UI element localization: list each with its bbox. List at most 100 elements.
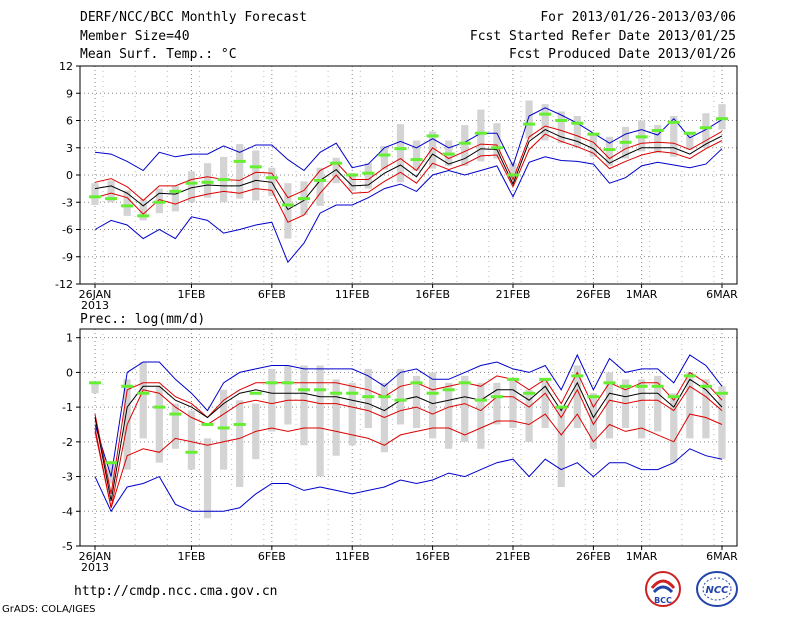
- precipitation-observed-marker: [105, 461, 118, 465]
- temperature-observed-marker: [474, 131, 487, 135]
- temperature-ytick-label: 6: [66, 115, 73, 128]
- precipitation-observed-marker: [217, 426, 230, 430]
- temperature-observed-marker: [699, 126, 712, 130]
- temperature-xtick-label: 6FEB: [258, 288, 286, 301]
- temperature-observed-marker: [185, 181, 198, 185]
- precipitation-observed-marker: [506, 377, 520, 381]
- temperature-xtick-label: 6MAR: [706, 288, 738, 301]
- precipitation-observed-marker: [233, 422, 246, 426]
- temperature-spread-box: [525, 100, 533, 139]
- temperature-xtick-label: 11FEB: [335, 288, 370, 301]
- temperature-year-label: 2013: [81, 299, 109, 312]
- temperature-observed-marker: [217, 178, 230, 182]
- precipitation-spread-box: [589, 393, 598, 449]
- precipitation-spread-box: [670, 393, 678, 463]
- precipitation-plot-frame: [79, 328, 738, 547]
- precipitation-spread-box: [428, 372, 437, 439]
- temperature-spread-box: [171, 185, 180, 212]
- temperature-observed-marker: [571, 121, 584, 125]
- precipitation-observed-marker: [281, 381, 294, 385]
- precipitation-spread-box: [509, 379, 517, 428]
- grads-credit: GrADS: COLA/IGES: [2, 604, 96, 615]
- precipitation-spread-box: [364, 368, 372, 428]
- precipitation-observed-marker: [667, 395, 680, 399]
- temperature-xtick-label: 26JAN: [79, 288, 112, 301]
- precipitation-spread-box: [461, 375, 469, 442]
- precipitation-observed-marker: [330, 391, 343, 395]
- precipitation-spread-box: [107, 462, 115, 484]
- precipitation-ytick-label: -2: [62, 436, 73, 449]
- temperature-spread-box: [364, 163, 372, 189]
- temperature-spread-box: [107, 180, 115, 203]
- ncc-logo-icon: NCC: [696, 571, 738, 607]
- temperature-spread-box: [396, 124, 405, 183]
- precipitation-observed-marker: [346, 391, 359, 395]
- temperature-panel: -12 -9 -6 -3 0 3 6 9 12 26JAN 1FEB 6FEB 11FEB 16FEB 21…: [55, 60, 738, 312]
- temperature-xtick-label: 16FEB: [415, 288, 450, 301]
- precipitation-spread-box: [155, 386, 163, 463]
- temperature-observed-marker: [683, 131, 696, 135]
- precipitation-spread-box: [219, 389, 228, 470]
- temperature-observed-marker: [314, 178, 327, 182]
- precipitation-spread-box: [396, 368, 405, 425]
- precipitation-xtick-label: 21FEB: [496, 550, 531, 563]
- precipitation-ytick-label: -4: [62, 505, 73, 518]
- precipitation-observed-marker: [539, 377, 552, 381]
- temperature-spread-box: [573, 115, 581, 148]
- temperature-observed-marker: [490, 146, 503, 150]
- temperature-line-lower: [94, 133, 723, 223]
- precipitation-observed-marker: [410, 381, 423, 385]
- precipitation-observed-marker: [571, 374, 584, 378]
- precipitation-line-lower: [94, 385, 723, 508]
- temperature-observed-marker: [619, 140, 632, 144]
- precipitation-spread-box: [139, 361, 147, 439]
- temperature-xtick-label: 21FEB: [496, 288, 531, 301]
- temperature-spread-box: [477, 109, 485, 162]
- precipitation-observed-marker: [651, 384, 664, 388]
- precipitation-line-upper: [94, 371, 723, 494]
- temperature-observed-marker: [297, 197, 311, 201]
- precipitation-line-max: [94, 353, 723, 477]
- forecast-produced-label: Fcst Produced Date 2013/01/26: [509, 47, 736, 62]
- precipitation-observed-marker: [249, 391, 262, 395]
- precipitation-spread-box: [702, 379, 710, 439]
- temperature-spread-box: [252, 150, 260, 201]
- temperature-observed-marker: [88, 195, 102, 199]
- temperature-observed-marker: [410, 158, 423, 162]
- temperature-observed-marker: [394, 147, 407, 151]
- precipitation-xtick-label: 11FEB: [335, 550, 370, 563]
- precipitation-spread-box: [203, 438, 212, 519]
- precipitation-spread-box: [268, 368, 276, 432]
- precipitation-ytick-label: -3: [62, 471, 73, 484]
- temperature-spread-box: [316, 167, 324, 206]
- temperature-line-max: [94, 107, 723, 172]
- precipitation-observed-marker: [88, 381, 102, 385]
- precipitation-observed-marker: [699, 384, 712, 388]
- precipitation-observed-marker: [297, 388, 311, 392]
- precipitation-observed-marker: [442, 388, 455, 392]
- precipitation-ytick-label: 1: [66, 332, 73, 345]
- temperature-variable-label: Mean Surf. Temp.: °C: [80, 47, 237, 62]
- source-url: http://cmdp.ncc.cma.gov.cn: [74, 584, 278, 599]
- temperature-observed-marker: [587, 132, 600, 136]
- temperature-observed-marker: [233, 159, 246, 163]
- temperature-spread-box: [91, 183, 99, 205]
- temperature-ytick-label: -3: [62, 196, 73, 209]
- precipitation-observed-marker: [715, 391, 729, 395]
- precipitation-xtick-label: 16FEB: [415, 550, 450, 563]
- precipitation-spread-box: [493, 382, 501, 425]
- chart-title: DERF/NCC/BCC Monthly Forecast: [80, 10, 307, 25]
- precipitation-year-label: 2013: [81, 561, 109, 574]
- precipitation-spread-box: [91, 382, 99, 394]
- temperature-ytick-label: -6: [62, 224, 73, 237]
- precipitation-spread-box: [525, 389, 533, 442]
- temperature-observed-marker: [651, 128, 664, 132]
- temperature-spread-box: [236, 144, 244, 199]
- temperature-observed-marker: [105, 197, 118, 201]
- bcc-logo-icon: BCC: [645, 571, 681, 607]
- temperature-observed-marker: [330, 161, 343, 165]
- temperature-observed-marker: [378, 153, 391, 157]
- temperature-observed-marker: [603, 148, 616, 152]
- temperature-observed-marker: [121, 204, 134, 208]
